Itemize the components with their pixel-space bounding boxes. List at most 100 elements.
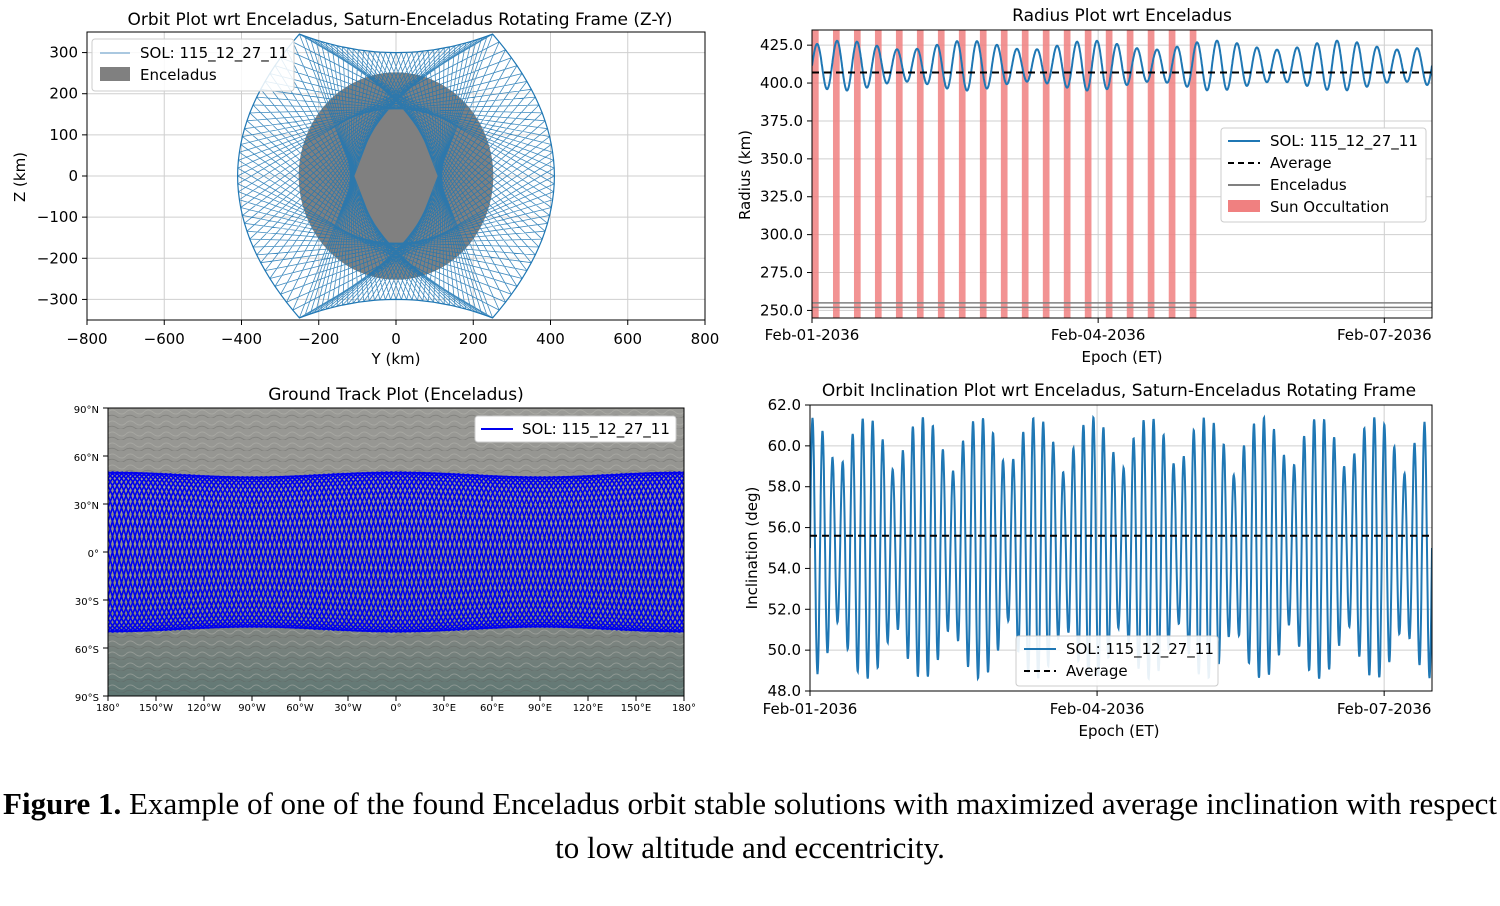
y-tick-label: 52.0 (768, 600, 801, 618)
figure-caption-text: Example of one of the found Enceladus or… (121, 786, 1497, 865)
orbit-plot-legend: SOL: 115_12_27_11 Enceladus (91, 38, 295, 92)
y-tick-label: 30°S (75, 597, 99, 608)
y-tick-label: 90°S (75, 693, 99, 704)
radius-legend-occultation-label: Sun Occultation (1270, 198, 1389, 216)
x-tick-label: 180° (672, 703, 696, 714)
sun-occultation-band (874, 30, 882, 318)
x-tick-label: −600 (144, 330, 185, 348)
x-tick-label: Feb-01-2036 (763, 700, 858, 718)
radius-plot-y-ticks: 425.0 400.0 375.0 350.0 325.0 300.0 275.0 250.0 (760, 36, 812, 319)
sun-occultation-band (1168, 30, 1176, 318)
ground-track-line (108, 473, 684, 633)
y-tick-label: 325.0 (760, 188, 803, 206)
figure-caption-label: Figure 1. (3, 786, 122, 821)
ground-track-line (108, 471, 684, 632)
orbit-legend-enceladus-swatch (100, 67, 130, 81)
sun-occultation-band (895, 30, 903, 318)
orbit-plot-x-axis-label: Y (km) (371, 350, 421, 368)
radius-legend-average-label: Average (1270, 154, 1332, 172)
inclination-plot-title: Orbit Inclination Plot wrt Enceladus, Sa… (822, 381, 1416, 401)
orbit-envelope-line (236, 33, 556, 319)
x-tick-label: Feb-04-2036 (1050, 700, 1145, 718)
x-tick-label: 0 (391, 330, 401, 348)
ground-track-line (108, 472, 684, 633)
inclination-legend-sol-label: SOL: 115_12_27_11 (1066, 640, 1214, 659)
sun-occultation-band (1147, 30, 1155, 318)
x-tick-label: 30°W (334, 703, 362, 714)
inclination-series-line (810, 414, 1432, 682)
orbit-plot-x-ticks: −800 −600 −400 −200 0 200 400 600 800 (66, 320, 719, 348)
y-tick-label: 425.0 (760, 36, 803, 54)
radius-plot-legend: SOL: 115_12_27_11 Average Enceladus Sun … (1220, 127, 1427, 223)
radius-plot-title: Radius Plot wrt Enceladus (1012, 6, 1232, 26)
radius-plot-series (812, 30, 1432, 318)
sun-occultation-band (1000, 30, 1008, 318)
ground-track-line (108, 471, 684, 631)
x-tick-label: 60°E (480, 703, 504, 714)
ground-track-line (108, 473, 684, 633)
ground-track-title: Ground Track Plot (Enceladus) (268, 385, 523, 405)
x-tick-label: 0° (390, 703, 401, 714)
ground-track-panel: Ground Track Plot (Enceladus) 180° 150°W 1… (74, 385, 696, 714)
y-tick-label: 60°S (75, 645, 99, 656)
orbit-mesh-line (237, 33, 555, 319)
y-tick-label: 56.0 (768, 519, 801, 537)
x-tick-label: Feb-07-2036 (1337, 326, 1432, 344)
x-tick-label: 150°W (139, 703, 173, 714)
radius-legend-occultation-swatch (1228, 200, 1260, 212)
ground-track-line (108, 471, 684, 632)
x-tick-label: 400 (536, 330, 565, 348)
y-tick-label: 250.0 (760, 301, 803, 319)
ground-track-y-ticks: 90°N 60°N 30°N 0° 30°S 60°S 90°S (74, 405, 108, 704)
ground-track-line (108, 473, 684, 633)
sun-occultation-band (979, 30, 987, 318)
x-tick-label: 120°E (573, 703, 603, 714)
ground-track-line (108, 471, 684, 631)
x-tick-label: 120°W (187, 703, 221, 714)
ground-track-x-ticks: 180° 150°W 120°W 90°W 60°W 30°W 0° 30°E 60°E 90°E… (96, 696, 696, 714)
x-tick-label: −200 (298, 330, 339, 348)
x-tick-label: 180° (96, 703, 120, 714)
y-tick-label: 100 (49, 126, 78, 144)
x-tick-label: 30°E (432, 703, 456, 714)
x-tick-label: −400 (221, 330, 262, 348)
ground-track-line (108, 472, 684, 632)
figure-caption: Figure 1. Example of one of the found En… (0, 782, 1500, 870)
inclination-plot-y-axis-label: Inclination (deg) (743, 487, 761, 610)
inclination-plot-x-ticks: Feb-01-2036 Feb-04-2036 Feb-07-2036 (763, 691, 1432, 718)
figure-panels: Orbit Plot wrt Enceladus, Saturn-Encelad… (11, 6, 1433, 740)
x-tick-label: 90°E (528, 703, 552, 714)
y-tick-label: −100 (37, 208, 78, 226)
ground-track-series (108, 471, 684, 633)
orbit-legend-sol-label: SOL: 115_12_27_11 (140, 44, 288, 63)
sun-occultation-band (1189, 30, 1197, 318)
sun-occultation-band (1021, 30, 1029, 318)
sun-occultation-band (916, 30, 924, 318)
inclination-plot-series (810, 414, 1432, 682)
inclination-plot-x-axis-label: Epoch (ET) (1078, 722, 1159, 740)
radius-legend-sol-label: SOL: 115_12_27_11 (1270, 132, 1418, 151)
y-tick-label: 90°N (74, 405, 99, 416)
sun-occultation-band (958, 30, 966, 318)
ground-track-line (108, 472, 684, 632)
y-tick-label: 30°N (74, 501, 99, 512)
y-tick-label: 300 (49, 44, 78, 62)
radius-series-line (812, 39, 1432, 92)
y-tick-label: 0° (88, 549, 99, 560)
x-tick-label: Feb-07-2036 (1337, 700, 1432, 718)
y-tick-label: 400.0 (760, 74, 803, 92)
x-tick-label: 600 (613, 330, 642, 348)
inclination-plot-y-ticks: 62.0 60.0 58.0 56.0 54.0 52.0 50.0 48.0 (768, 396, 810, 700)
x-tick-label: Feb-04-2036 (1051, 326, 1146, 344)
sun-occultation-band (812, 30, 819, 318)
y-tick-label: 0 (68, 167, 78, 185)
sun-occultation-band (1126, 30, 1134, 318)
orbit-legend-enceladus-label: Enceladus (140, 66, 217, 84)
y-tick-label: 60.0 (768, 437, 801, 455)
y-tick-label: 62.0 (768, 396, 801, 414)
sun-occultation-band (853, 30, 861, 318)
radius-plot-y-axis-label: Radius (km) (736, 130, 754, 220)
x-tick-label: 60°W (286, 703, 314, 714)
inclination-plot-frame (809, 404, 1433, 692)
x-tick-label: 800 (691, 330, 720, 348)
